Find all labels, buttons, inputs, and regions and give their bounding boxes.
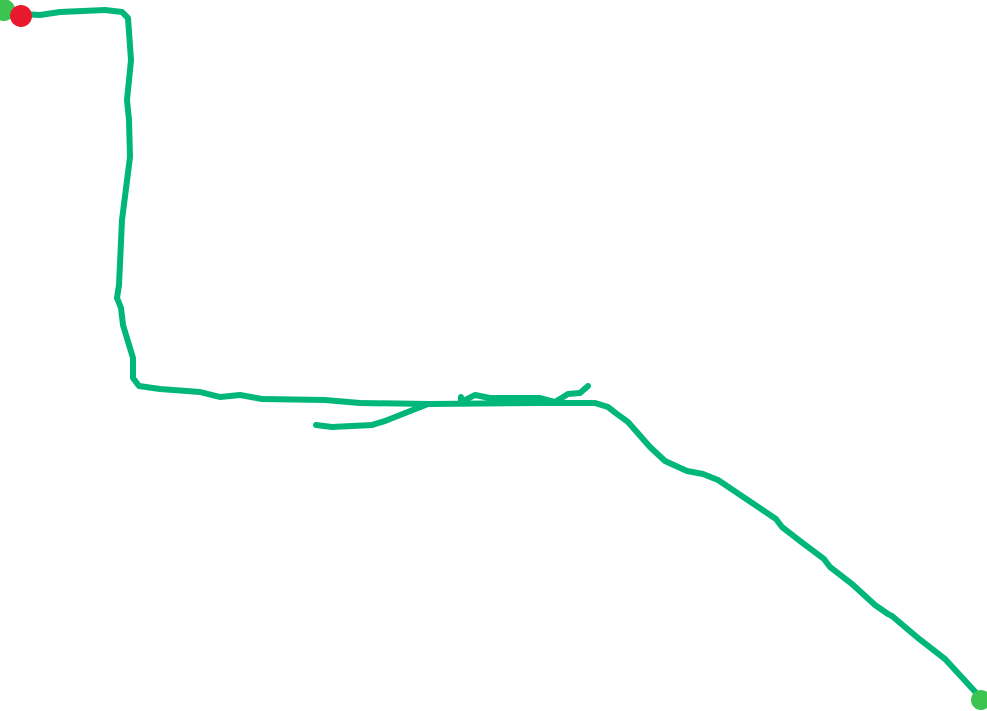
route-branch-line [313,401,431,430]
route-branch-line [458,383,591,405]
route-layer [18,7,983,700]
start-marker-icon[interactable] [10,5,32,27]
end-marker-icon[interactable] [971,690,987,710]
route-line [18,7,983,700]
